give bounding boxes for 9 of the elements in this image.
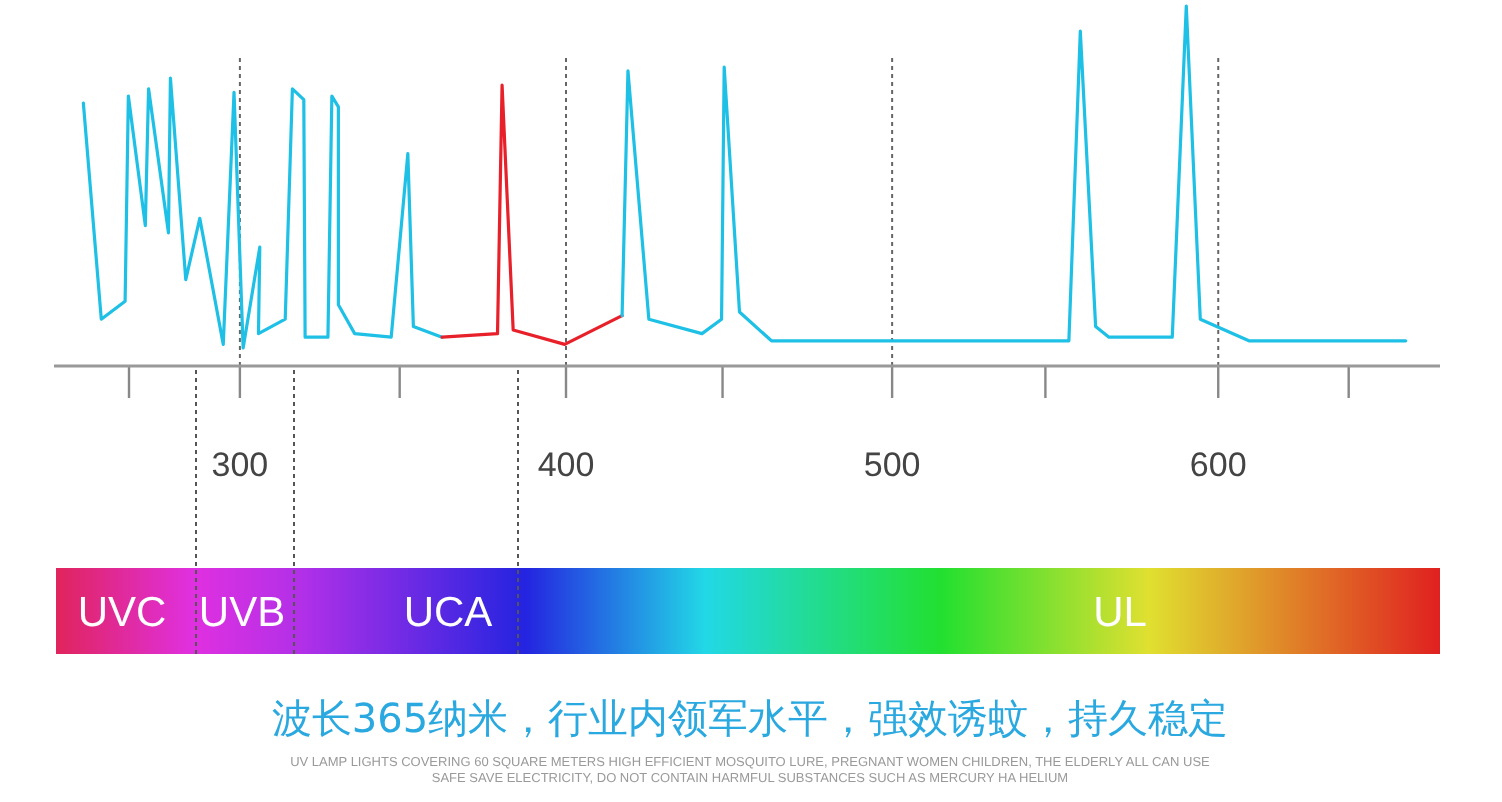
text: UVB — [198, 590, 286, 636]
text: UL — [1093, 590, 1147, 636]
x-tick-label: 300 — [211, 446, 269, 484]
text: UCA — [403, 590, 493, 636]
text: 波长365纳米，行业内领军水平，强效诱蚊，持久稳定 — [271, 694, 1229, 742]
text: UVC — [77, 590, 167, 636]
x-tick-label: 500 — [863, 446, 921, 484]
x-tick-label: 600 — [1189, 446, 1247, 484]
x-tick-label: 400 — [537, 446, 595, 484]
